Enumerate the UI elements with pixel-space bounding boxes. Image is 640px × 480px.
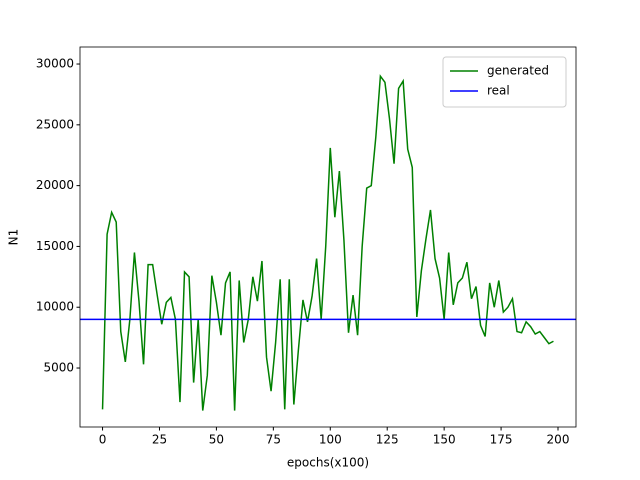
x-tick-label: 150	[433, 433, 456, 447]
y-tick-label: 5000	[43, 361, 74, 375]
x-tick-label: 25	[152, 433, 167, 447]
x-tick-label: 125	[376, 433, 399, 447]
x-tick-label: 50	[209, 433, 224, 447]
legend-label: real	[487, 84, 510, 98]
y-tick-label: 10000	[36, 300, 74, 314]
x-tick-label: 0	[99, 433, 107, 447]
data-line	[101, 74, 554, 411]
x-tick-label: 200	[547, 433, 570, 447]
x-tick-label: 100	[319, 433, 342, 447]
x-tick-label: 75	[266, 433, 281, 447]
legend-label: generated	[487, 64, 549, 78]
y-tick-label: 30000	[36, 57, 74, 71]
y-tick-label: 20000	[36, 178, 74, 192]
y-tick-label: 15000	[36, 239, 74, 253]
y-tick-label: 25000	[36, 117, 74, 131]
y-axis-label: N1	[7, 229, 21, 246]
legend-box	[442, 56, 567, 108]
plot-frame	[79, 46, 577, 428]
x-axis-label: epochs(x100)	[287, 456, 369, 470]
x-tick-label: 175	[490, 433, 513, 447]
